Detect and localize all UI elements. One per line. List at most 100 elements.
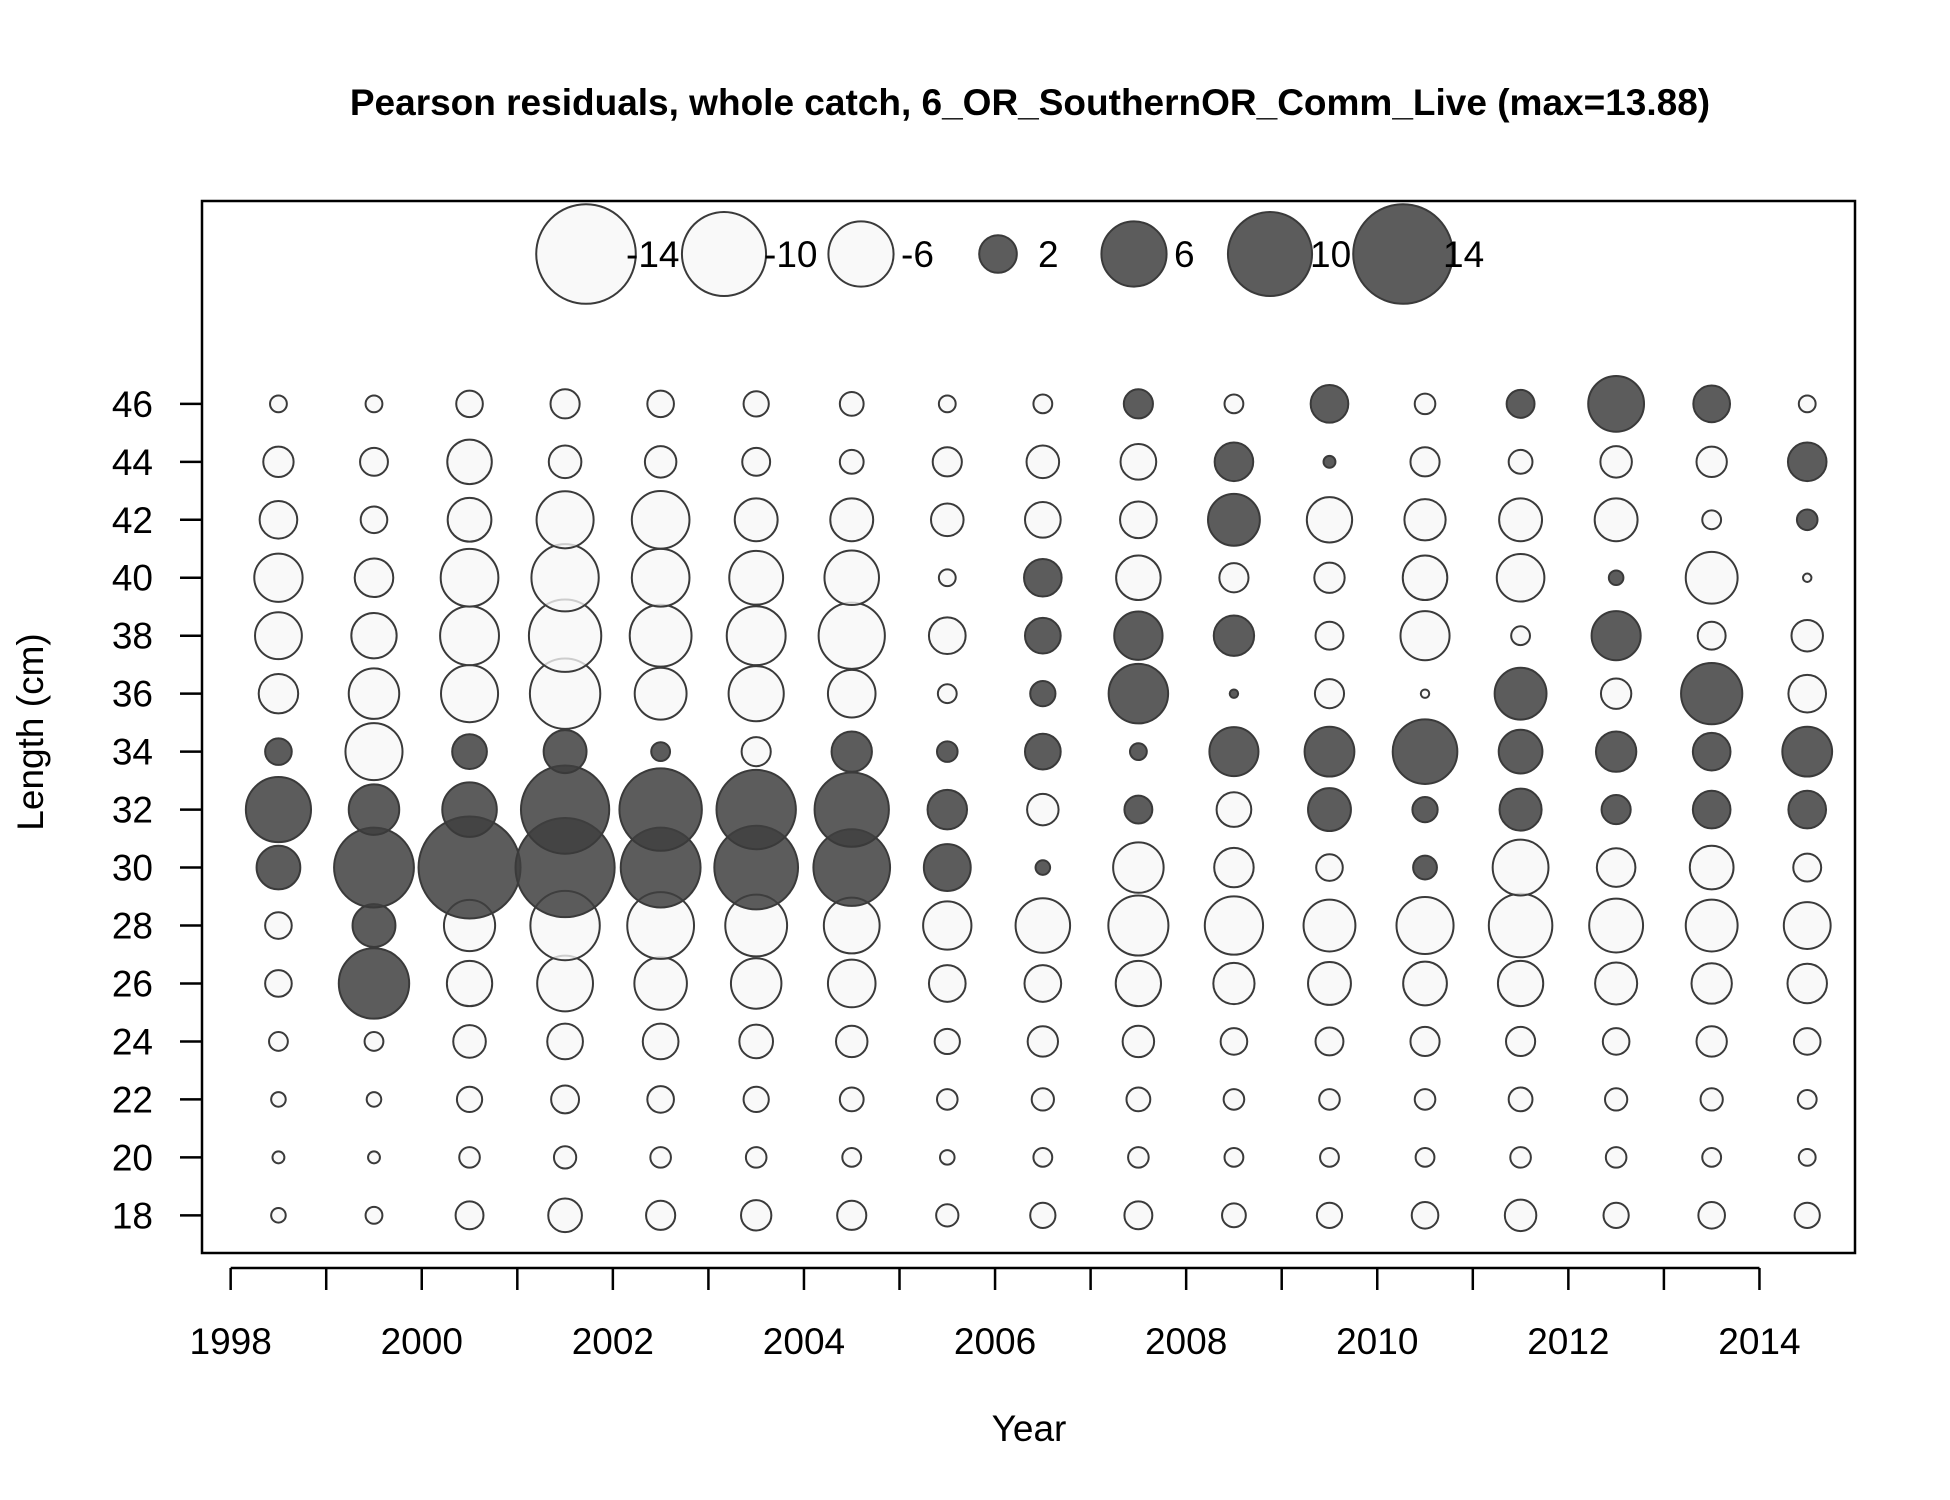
residual-bubble xyxy=(733,497,779,543)
y-tick-label: 26 xyxy=(112,963,153,1004)
residual-bubble xyxy=(727,665,785,723)
residual-bubble xyxy=(1228,688,1240,699)
residual-bubble xyxy=(1409,1025,1441,1058)
residual-bubble xyxy=(1414,1146,1436,1168)
residual-bubble xyxy=(1314,620,1345,651)
x-tick-label: 2014 xyxy=(1718,1321,1800,1362)
x-tick-label: 2004 xyxy=(763,1321,845,1362)
residual-bubble xyxy=(1411,795,1439,824)
residual-bubble xyxy=(1787,673,1828,714)
residual-bubble xyxy=(1413,1088,1437,1111)
residual-bubble xyxy=(931,446,963,478)
residual-bubble xyxy=(365,1091,383,1108)
residual-bubble xyxy=(1223,393,1245,415)
residual-bubble xyxy=(347,783,401,836)
plot-frame xyxy=(200,199,1857,1255)
residual-bubble xyxy=(646,389,675,419)
residual-bubble xyxy=(1026,792,1060,827)
y-tick-label: 40 xyxy=(112,558,153,599)
residual-bubble xyxy=(536,954,594,1013)
residual-bubble xyxy=(927,964,967,1003)
residual-bubble xyxy=(1409,446,1441,478)
residual-bubble xyxy=(1503,1198,1538,1233)
residual-bubble xyxy=(455,389,484,419)
residual-bubble xyxy=(830,730,873,773)
residual-bubble xyxy=(1030,1087,1055,1112)
residual-bubble xyxy=(1781,725,1834,778)
residual-bubble xyxy=(1510,625,1531,647)
residual-bubble xyxy=(1029,1201,1057,1229)
legend-bubble xyxy=(978,234,1018,274)
y-axis-title: Length (cm) xyxy=(10,633,51,830)
residual-bubble xyxy=(1696,620,1727,651)
residual-bubble xyxy=(1014,897,1072,954)
residual-bubble xyxy=(1203,895,1265,956)
residual-bubble xyxy=(1599,445,1633,479)
residual-bubble xyxy=(1600,794,1632,826)
residual-bubble xyxy=(1413,392,1437,416)
residual-bubble xyxy=(1123,794,1154,825)
residual-bubble xyxy=(1498,787,1543,832)
residual-bubble xyxy=(440,664,500,724)
residual-bubble xyxy=(439,605,500,667)
y-tick-label: 30 xyxy=(112,848,153,889)
residual-bubble xyxy=(1113,610,1164,661)
residual-bubble xyxy=(547,444,583,480)
residual-bubble xyxy=(550,1084,581,1115)
residual-bubble xyxy=(1307,787,1352,833)
residual-bubble xyxy=(1410,1201,1440,1230)
residual-bubble xyxy=(937,394,957,414)
legend-bubble xyxy=(680,210,768,298)
residual-bubble xyxy=(630,489,691,550)
residual-bubble xyxy=(258,499,299,540)
residual-bubble xyxy=(1119,500,1158,540)
residual-bubble xyxy=(838,1086,865,1113)
residual-bubble xyxy=(264,737,293,766)
residual-bubble xyxy=(841,1146,863,1168)
residual-bubble xyxy=(1593,497,1639,543)
residual-bubble xyxy=(1303,725,1356,778)
residual-bubble xyxy=(728,549,785,606)
y-tick-label: 42 xyxy=(112,500,153,541)
residual-bubble xyxy=(1207,492,1261,547)
y-tick-label: 36 xyxy=(112,674,153,715)
residual-bubble xyxy=(1032,1146,1054,1168)
x-tick-label: 2012 xyxy=(1527,1321,1609,1362)
residual-bubble xyxy=(1505,388,1536,419)
residual-bubble xyxy=(1595,847,1637,888)
residual-bubble xyxy=(1219,1027,1249,1056)
residual-bubble xyxy=(1507,448,1534,475)
residual-bubble xyxy=(1594,961,1639,1006)
residual-bubble xyxy=(446,438,493,486)
residual-bubble xyxy=(353,557,395,599)
residual-bubble xyxy=(257,672,300,715)
residual-bubble xyxy=(1023,500,1062,539)
residual-bubble xyxy=(269,394,288,414)
residual-bubble xyxy=(364,394,384,414)
bubble-series xyxy=(244,374,1834,1234)
chart-title: Pearson residuals, whole catch, 6_OR_Sou… xyxy=(350,82,1710,123)
residual-bubble xyxy=(1305,496,1354,544)
x-axis: 1998 2000 2002 2004 2006 2008 2010 2012 2014 xyxy=(190,1266,1801,1362)
residual-bubble xyxy=(1787,789,1828,830)
residual-bubble xyxy=(446,496,493,543)
legend: -14 -10 -6 2 6 10 14 xyxy=(535,203,1484,305)
residual-bubble xyxy=(650,741,672,763)
residual-bubble xyxy=(1601,1027,1631,1056)
residual-bubble xyxy=(645,1199,677,1231)
residual-bubble xyxy=(813,771,890,848)
x-tick-label: 2008 xyxy=(1145,1321,1227,1362)
x-tick-label: 1998 xyxy=(190,1321,272,1362)
residual-bubble xyxy=(271,1150,286,1165)
residual-bubble xyxy=(936,683,958,705)
residual-bubble xyxy=(1218,562,1250,594)
residual-bubble xyxy=(927,616,967,656)
residual-bubble xyxy=(1222,1088,1246,1111)
residual-bubble xyxy=(1032,393,1054,415)
residual-bubble xyxy=(618,767,703,852)
residual-bubble xyxy=(1786,962,1828,1005)
legend-label: -6 xyxy=(901,234,934,275)
residual-bubble xyxy=(1399,610,1451,662)
residual-bubble xyxy=(441,781,498,838)
